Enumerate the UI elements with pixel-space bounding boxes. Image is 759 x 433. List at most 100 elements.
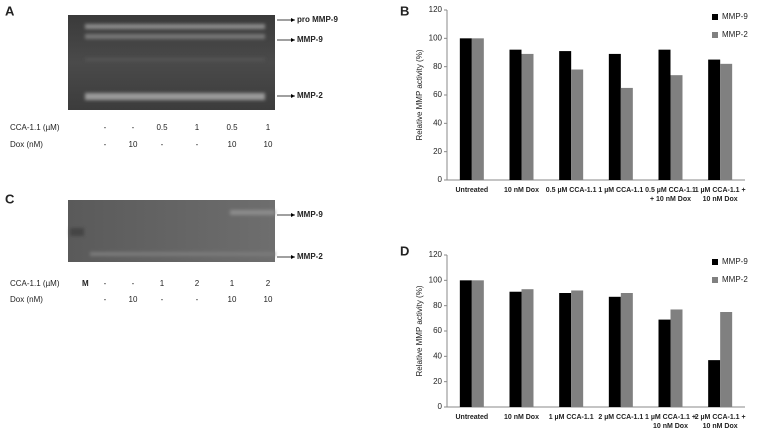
lane-label: 1	[230, 279, 235, 288]
x-tick-label: 0.5 µM CCA-1.1	[545, 187, 597, 194]
bar	[559, 293, 572, 407]
x-tick-label: 2 µM CCA-1.1	[598, 414, 644, 421]
lane-label: 2	[195, 279, 200, 288]
lane-label: -	[132, 123, 135, 132]
band-label: pro MMP-9	[297, 15, 338, 24]
lane-label: -	[104, 123, 107, 132]
y-tick-label: 0	[438, 175, 443, 184]
bar	[658, 49, 671, 180]
marker-label: M	[82, 279, 89, 288]
bar	[620, 87, 633, 180]
panel-label: B	[400, 3, 409, 18]
bar	[670, 309, 683, 407]
bar	[571, 290, 584, 407]
y-tick-label: 60	[433, 326, 442, 335]
bar	[459, 38, 472, 181]
bar	[471, 280, 484, 407]
y-tick-label: 120	[429, 5, 443, 14]
y-axis-label: Relative MMP activity (%)	[415, 49, 424, 140]
x-tick-label: 10 nM Dox	[503, 187, 539, 194]
y-tick-label: 60	[433, 90, 442, 99]
y-tick-label: 0	[438, 402, 443, 411]
gel-bands	[70, 210, 275, 256]
bar	[521, 289, 534, 407]
y-tick-label: 80	[433, 62, 442, 71]
x-tick-label: 1 µM CCA-1.1	[548, 414, 594, 421]
bar	[708, 360, 721, 407]
bar	[459, 280, 472, 407]
legend-swatch	[712, 32, 718, 38]
lane-label: 1	[195, 123, 200, 132]
x-tick-label: 0.5 µM CCA-1.1 + 10 nM Dox	[645, 187, 696, 203]
lane-label: 2	[266, 279, 271, 288]
lane-label: -	[196, 140, 199, 149]
lane-label: 10	[129, 140, 138, 149]
lane-label: -	[104, 295, 107, 304]
bar	[509, 291, 522, 407]
legend-label: MMP-2	[722, 275, 748, 284]
y-tick-label: 40	[433, 351, 442, 360]
lane-label: -	[161, 295, 164, 304]
lane-label: 10	[129, 295, 138, 304]
arrow-head	[291, 255, 295, 259]
bar	[708, 59, 721, 181]
x-tick-label: 10 nM Dox	[503, 414, 539, 421]
y-tick-label: 100	[429, 275, 443, 284]
lane-label: -	[196, 295, 199, 304]
y-tick-label: 20	[433, 147, 442, 156]
bar	[620, 293, 633, 407]
lane-label: 10	[228, 295, 237, 304]
bar	[571, 69, 584, 180]
bar	[471, 38, 484, 181]
row-label: CCA-1.1 (µM)	[10, 123, 60, 132]
panel-label: D	[400, 243, 409, 258]
x-tick-label: 1 µM CCA-1.1 + 10 nM Dox	[645, 414, 696, 430]
panel-label: A	[5, 3, 15, 18]
y-tick-label: 40	[433, 118, 442, 127]
band-label: MMP-2	[297, 252, 323, 261]
arrow-head	[291, 213, 295, 217]
x-tick-label: 1 µM CCA-1.1	[598, 187, 644, 194]
gel-bands	[85, 24, 265, 100]
row-label: Dox (nM)	[10, 140, 43, 149]
legend-label: MMP-9	[722, 12, 748, 21]
legend-label: MMP-2	[722, 30, 748, 39]
y-axis-label: Relative MMP activity (%)	[415, 285, 424, 376]
panel-label: C	[5, 191, 15, 206]
lane-label: 1	[160, 279, 165, 288]
lane-label: -	[104, 279, 107, 288]
bar	[521, 53, 534, 180]
bar	[720, 63, 733, 181]
bar	[720, 312, 733, 407]
row-label: Dox (nM)	[10, 295, 43, 304]
band-label: MMP-9	[297, 35, 323, 44]
lane-label: 10	[228, 140, 237, 149]
legend-swatch	[712, 14, 718, 20]
lane-label: 0.5	[156, 123, 168, 132]
lane-label: 10	[264, 140, 273, 149]
x-tick-label: 2 µM CCA-1.1 + 10 nM Dox	[694, 414, 746, 430]
band-label: MMP-9	[297, 210, 323, 219]
arrow-head	[291, 38, 295, 42]
row-label: CCA-1.1 (µM)	[10, 279, 60, 288]
bar	[608, 53, 621, 180]
arrow-head	[291, 18, 295, 22]
y-tick-label: 80	[433, 301, 442, 310]
bar	[658, 319, 671, 407]
lane-label: -	[104, 140, 107, 149]
lane-label: 0.5	[226, 123, 238, 132]
lane-label: -	[161, 140, 164, 149]
lane-label: 10	[264, 295, 273, 304]
arrow-head	[291, 94, 295, 98]
legend-label: MMP-9	[722, 257, 748, 266]
legend-swatch	[712, 277, 718, 283]
x-tick-label: 1 µM CCA-1.1 + 10 nM Dox	[694, 187, 746, 203]
x-tick-label: Untreated	[455, 187, 489, 194]
bar	[670, 75, 683, 180]
x-tick-label: Untreated	[455, 414, 489, 421]
y-tick-label: 100	[429, 33, 443, 42]
y-tick-label: 20	[433, 377, 442, 386]
bar	[608, 296, 621, 407]
